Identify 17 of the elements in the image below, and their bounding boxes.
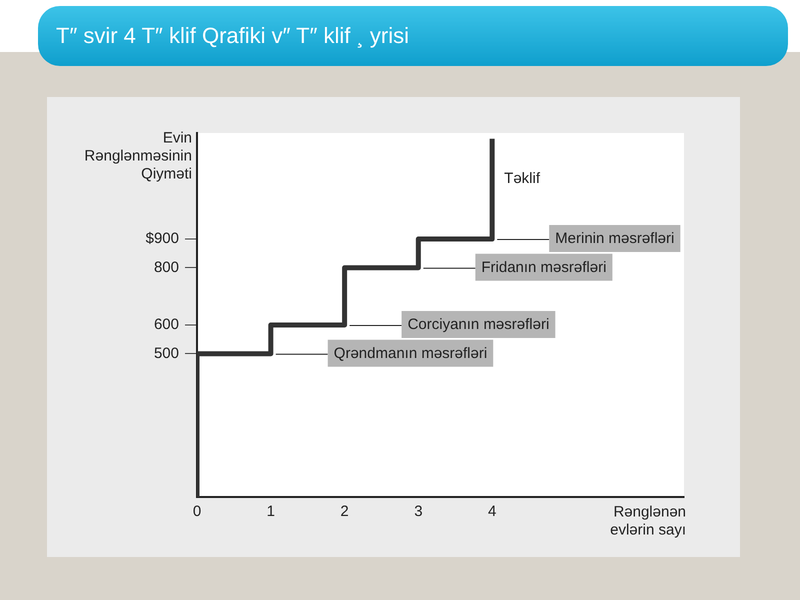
series-label: Təklif <box>504 170 541 187</box>
y-tick-label: $900 <box>146 230 179 248</box>
annotation: Qrəndmanın məsrəfləri <box>334 344 488 362</box>
annotation: Fridanın məsrəfləri <box>481 258 606 276</box>
x-tick-label: 0 <box>192 503 202 520</box>
annotation: Corciyanın məsrəfləri <box>408 316 550 334</box>
x-axis-title: Rənglənən evlərin sayı <box>610 504 686 539</box>
annotation: Merinin məsrəfləri <box>555 230 674 248</box>
chart-title: T″ svir 4 T″ klif Qrafiki v″ T″ klif ¸ yrisi <box>38 6 788 66</box>
x-tick-label: 4 <box>488 503 496 520</box>
x-tick-label: 1 <box>266 503 275 520</box>
x-tick-label: 3 <box>414 503 423 520</box>
y-tick-label: 800 <box>154 258 179 276</box>
y-tick-label: 500 <box>154 344 179 362</box>
y-tick-label: 600 <box>154 316 179 334</box>
y-axis-title: Evin Rənglənməsinin Qiyməti <box>84 130 192 183</box>
x-tick-label: 2 <box>340 503 349 520</box>
